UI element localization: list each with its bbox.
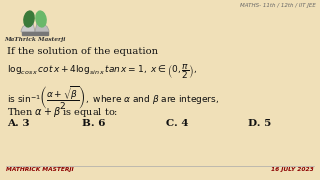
Ellipse shape bbox=[36, 11, 46, 27]
Text: MaThrick Masterji: MaThrick Masterji bbox=[4, 37, 66, 42]
Text: If the solution of the equation: If the solution of the equation bbox=[7, 47, 158, 56]
Bar bbox=[22, 31, 48, 35]
Text: B. 6: B. 6 bbox=[82, 119, 106, 128]
Ellipse shape bbox=[24, 11, 34, 27]
Text: $\log_{\mathit{cos\,x}}\mathit{cot\,x} + 4\log_{\mathit{sin\,x}}\mathit{tan\,x}=: $\log_{\mathit{cos\,x}}\mathit{cot\,x} +… bbox=[7, 62, 197, 81]
Text: C. 4: C. 4 bbox=[166, 119, 188, 128]
Text: 16 JULY 2023: 16 JULY 2023 bbox=[271, 167, 314, 172]
Text: D. 5: D. 5 bbox=[248, 119, 271, 128]
PathPatch shape bbox=[21, 22, 35, 32]
Text: Then $\alpha + \beta$ is equal to:: Then $\alpha + \beta$ is equal to: bbox=[7, 105, 118, 119]
Text: MATHRICK MASTERJI: MATHRICK MASTERJI bbox=[6, 167, 74, 172]
PathPatch shape bbox=[35, 22, 49, 32]
Text: is $\sin^{-1}\!\left(\dfrac{\alpha+\sqrt{\beta}}{2}\right)$$,$ where $\alpha$ an: is $\sin^{-1}\!\left(\dfrac{\alpha+\sqrt… bbox=[7, 84, 219, 111]
Text: A. 3: A. 3 bbox=[7, 119, 29, 128]
Text: MATHS- 11th / 12th / IIT JEE: MATHS- 11th / 12th / IIT JEE bbox=[240, 3, 316, 8]
